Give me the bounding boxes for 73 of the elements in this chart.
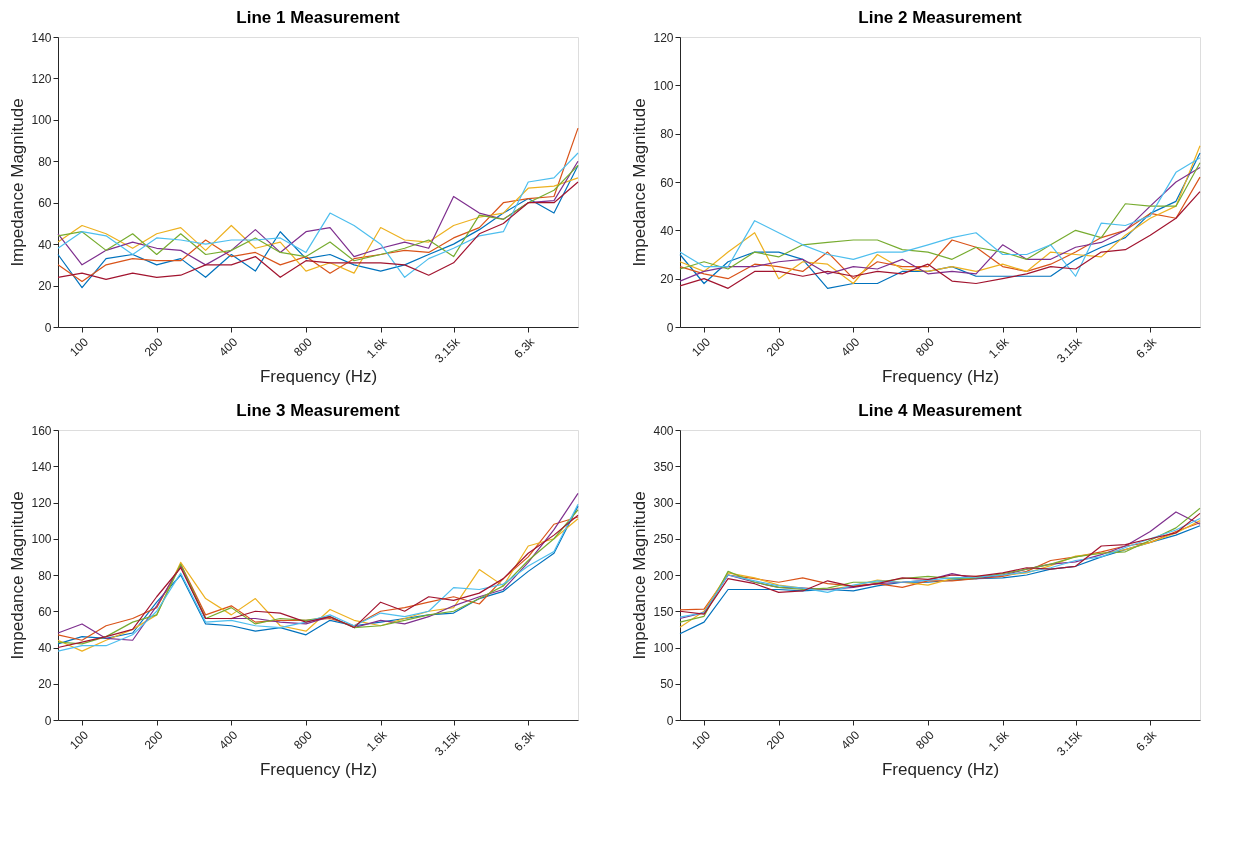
x-tick-label: 400 bbox=[838, 727, 863, 753]
y-tick-label: 400 bbox=[653, 423, 674, 438]
y-tick-label: 140 bbox=[31, 30, 52, 45]
y-tick-label: 120 bbox=[31, 71, 52, 86]
y-tick-label: 0 bbox=[44, 320, 52, 335]
x-tick-label: 1.6k bbox=[985, 334, 1013, 362]
y-tick-label: 60 bbox=[38, 196, 52, 211]
chart-title: Line 1 Measurement bbox=[236, 8, 401, 27]
y-tick-label: 250 bbox=[653, 532, 674, 547]
x-tick-label: 400 bbox=[838, 334, 863, 360]
y-tick-label: 80 bbox=[38, 568, 52, 583]
x-tick-label: 200 bbox=[763, 334, 788, 360]
x-tick-label: 800 bbox=[290, 334, 316, 360]
y-tick-label: 60 bbox=[660, 175, 674, 190]
x-tick-label: 1.6k bbox=[363, 727, 391, 755]
x-tick-label: 800 bbox=[290, 727, 316, 753]
y-tick-label: 120 bbox=[653, 30, 674, 45]
x-tick-label: 6.3k bbox=[511, 334, 538, 362]
y-axis-title: Impedance Magnitude bbox=[8, 491, 28, 660]
y-tick-label: 350 bbox=[653, 459, 674, 474]
y-tick-label: 150 bbox=[653, 604, 674, 619]
line-series bbox=[57, 164, 579, 289]
y-tick-label: 40 bbox=[660, 223, 674, 238]
y-tick-label: 20 bbox=[38, 279, 52, 294]
x-tick-label: 6.3k bbox=[1133, 727, 1160, 755]
chart-title: Line 4 Measurement bbox=[858, 401, 1023, 420]
y-tick-label: 20 bbox=[660, 272, 674, 287]
y-axis-title: Impedance Magnitude bbox=[630, 98, 650, 267]
x-tick-label: 800 bbox=[912, 727, 938, 753]
x-axis-title: Frequency (Hz) bbox=[259, 760, 378, 780]
y-tick-label: 0 bbox=[666, 713, 674, 728]
x-axis-title: Frequency (Hz) bbox=[259, 367, 378, 387]
x-tick-label: 100 bbox=[688, 727, 714, 753]
x-axis-title: Frequency (Hz) bbox=[881, 760, 1000, 780]
x-tick-label: 200 bbox=[141, 727, 166, 753]
x-tick-label: 1.6k bbox=[363, 334, 391, 362]
y-tick-label: 140 bbox=[31, 459, 52, 474]
x-tick-label: 6.3k bbox=[511, 727, 538, 755]
line-series bbox=[679, 191, 1201, 289]
y-tick-label: 120 bbox=[31, 496, 52, 510]
x-tick-label: 400 bbox=[216, 334, 241, 360]
y-tick-label: 50 bbox=[660, 677, 674, 692]
x-tick-label: 200 bbox=[141, 334, 166, 360]
y-axis-title: Impedance Magnitude bbox=[8, 98, 28, 267]
x-tick-label: 1.6k bbox=[985, 727, 1013, 755]
x-tick-label: 400 bbox=[216, 727, 241, 753]
chart-title: Line 2 Measurement bbox=[858, 8, 1023, 27]
y-tick-label: 200 bbox=[653, 568, 674, 583]
chart-title: Line 3 Measurement bbox=[236, 401, 401, 420]
y-tick-label: 100 bbox=[31, 532, 52, 547]
y-tick-label: 100 bbox=[31, 113, 52, 128]
x-axis-title: Frequency (Hz) bbox=[881, 367, 1000, 387]
y-tick-label: 40 bbox=[38, 237, 52, 252]
y-tick-label: 20 bbox=[38, 677, 52, 692]
line-series bbox=[57, 127, 579, 283]
y-tick-label: 80 bbox=[38, 154, 52, 169]
y-tick-label: 300 bbox=[653, 496, 674, 510]
x-tick-label: 100 bbox=[688, 334, 714, 360]
x-tick-label: 100 bbox=[66, 727, 92, 753]
x-tick-label: 800 bbox=[912, 334, 938, 360]
y-tick-label: 80 bbox=[660, 127, 674, 142]
y-tick-label: 100 bbox=[653, 78, 674, 93]
y-tick-label: 40 bbox=[38, 641, 52, 655]
line-series bbox=[57, 152, 579, 278]
y-tick-label: 0 bbox=[44, 713, 52, 728]
y-tick-label: 160 bbox=[31, 423, 52, 438]
y-tick-label: 100 bbox=[653, 641, 674, 655]
x-tick-label: 200 bbox=[763, 727, 788, 753]
y-tick-label: 60 bbox=[38, 604, 52, 619]
y-tick-label: 0 bbox=[666, 320, 674, 335]
y-axis-title: Impedance Magnitude bbox=[630, 491, 650, 660]
x-tick-label: 100 bbox=[66, 334, 92, 360]
x-tick-label: 6.3k bbox=[1133, 334, 1160, 362]
